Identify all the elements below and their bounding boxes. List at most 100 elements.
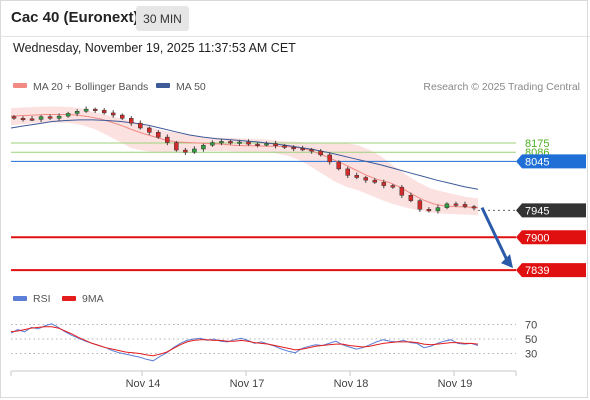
candle — [20, 116, 26, 122]
candle-body — [83, 108, 89, 112]
time-tick-label: Nov 14 — [126, 378, 161, 390]
candle — [65, 111, 71, 118]
candle-body — [237, 141, 242, 144]
candle — [363, 175, 369, 183]
bollinger-band — [11, 106, 478, 216]
candle-body — [210, 142, 215, 146]
candle — [435, 204, 441, 214]
candle-body — [309, 149, 314, 152]
candle-body — [318, 150, 323, 156]
candle-body — [462, 204, 468, 207]
candle-body — [372, 179, 378, 183]
candle — [138, 120, 143, 130]
candle-body — [345, 168, 350, 176]
candle-body — [336, 161, 341, 170]
rsi-panel: 70 50 30 — [10, 320, 537, 362]
candle-body — [219, 141, 224, 144]
candle-body — [29, 118, 35, 121]
candle-body — [92, 108, 98, 111]
candle — [174, 140, 179, 152]
candle — [38, 115, 44, 123]
candle-body — [165, 136, 170, 143]
candle — [92, 107, 98, 113]
copyright-credit: Research © 2025 Trading Central — [423, 81, 580, 93]
rsi-ma9-line — [10, 326, 479, 357]
candle — [390, 183, 396, 189]
candle-body — [129, 118, 134, 124]
level-value-8045: 8045 — [525, 156, 549, 168]
candle — [47, 114, 53, 120]
candle — [183, 147, 188, 155]
ma50-line — [10, 119, 479, 190]
candle — [11, 115, 17, 120]
candle-body — [435, 207, 441, 212]
level-badge-7900 — [516, 230, 586, 245]
candle — [372, 178, 378, 184]
candle — [228, 139, 233, 145]
candle-body — [444, 203, 450, 208]
rsi-legend-label: RSI — [33, 293, 51, 305]
candle-body — [183, 149, 188, 153]
rsi-legend: RSI 9MA — [13, 293, 104, 305]
time-tick-label: Nov 19 — [438, 378, 473, 390]
candle — [273, 140, 278, 149]
candle-body — [291, 147, 296, 150]
candle — [381, 179, 387, 189]
candle — [399, 185, 405, 198]
candle-body — [471, 206, 477, 209]
candle — [29, 116, 35, 121]
widget-header: Cac 40 (Euronext) 30 MIN — [0, 0, 590, 36]
candle — [444, 202, 450, 210]
candle — [156, 130, 161, 139]
ma9-legend-label: 9MA — [82, 293, 104, 305]
candle-body — [174, 142, 179, 151]
timestamp-label: Wednesday, November 19, 2025 11:37:53 AM… — [13, 41, 296, 55]
candle-body — [147, 127, 152, 133]
time-axis: Nov 14 Nov 17 Nov 18 Nov 19 — [10, 370, 517, 390]
candle-body — [65, 113, 71, 117]
bollinger-band-area — [11, 106, 478, 216]
candle — [453, 201, 459, 208]
candle — [192, 146, 197, 154]
candle — [255, 142, 260, 148]
candle — [210, 140, 215, 147]
candle-body — [408, 195, 414, 201]
candle — [282, 144, 287, 149]
candle-body — [119, 114, 125, 119]
candle-body — [363, 177, 369, 181]
level-tag-7945: 7945 — [516, 203, 586, 218]
level-value-7945: 7945 — [525, 205, 549, 217]
level-badge-7945 — [516, 203, 586, 218]
candle-body — [201, 144, 206, 150]
candle — [165, 134, 170, 146]
ma50-legend-label: MA 50 — [176, 81, 206, 93]
price-legend: MA 20 + Bollinger Bands MA 50 Research ©… — [13, 81, 580, 93]
candle — [83, 106, 89, 113]
level-value-7839: 7839 — [525, 265, 549, 277]
candle — [345, 166, 350, 179]
candle — [426, 207, 432, 213]
candle-body — [426, 209, 432, 212]
candle-body — [282, 145, 287, 148]
candle-body — [354, 175, 359, 178]
candle — [129, 116, 134, 126]
header-divider — [0, 36, 590, 37]
candle-body — [327, 154, 332, 163]
candle-body — [74, 111, 80, 114]
time-tick-label: Nov 17 — [230, 378, 265, 390]
candle-body — [101, 109, 107, 114]
candle — [462, 201, 468, 209]
candle — [101, 108, 107, 115]
ma9-legend-swatch — [62, 296, 76, 301]
ma20-legend-swatch — [13, 83, 27, 88]
candle-body — [47, 116, 53, 119]
level-tag-8175: 8175 — [525, 138, 549, 150]
candle-body — [390, 185, 396, 188]
candle-body — [228, 141, 233, 144]
timeframe-button[interactable]: 30 MIN — [136, 6, 189, 31]
candle — [318, 148, 323, 157]
rsi-tick-50: 50 — [525, 334, 537, 346]
candle — [74, 109, 80, 117]
